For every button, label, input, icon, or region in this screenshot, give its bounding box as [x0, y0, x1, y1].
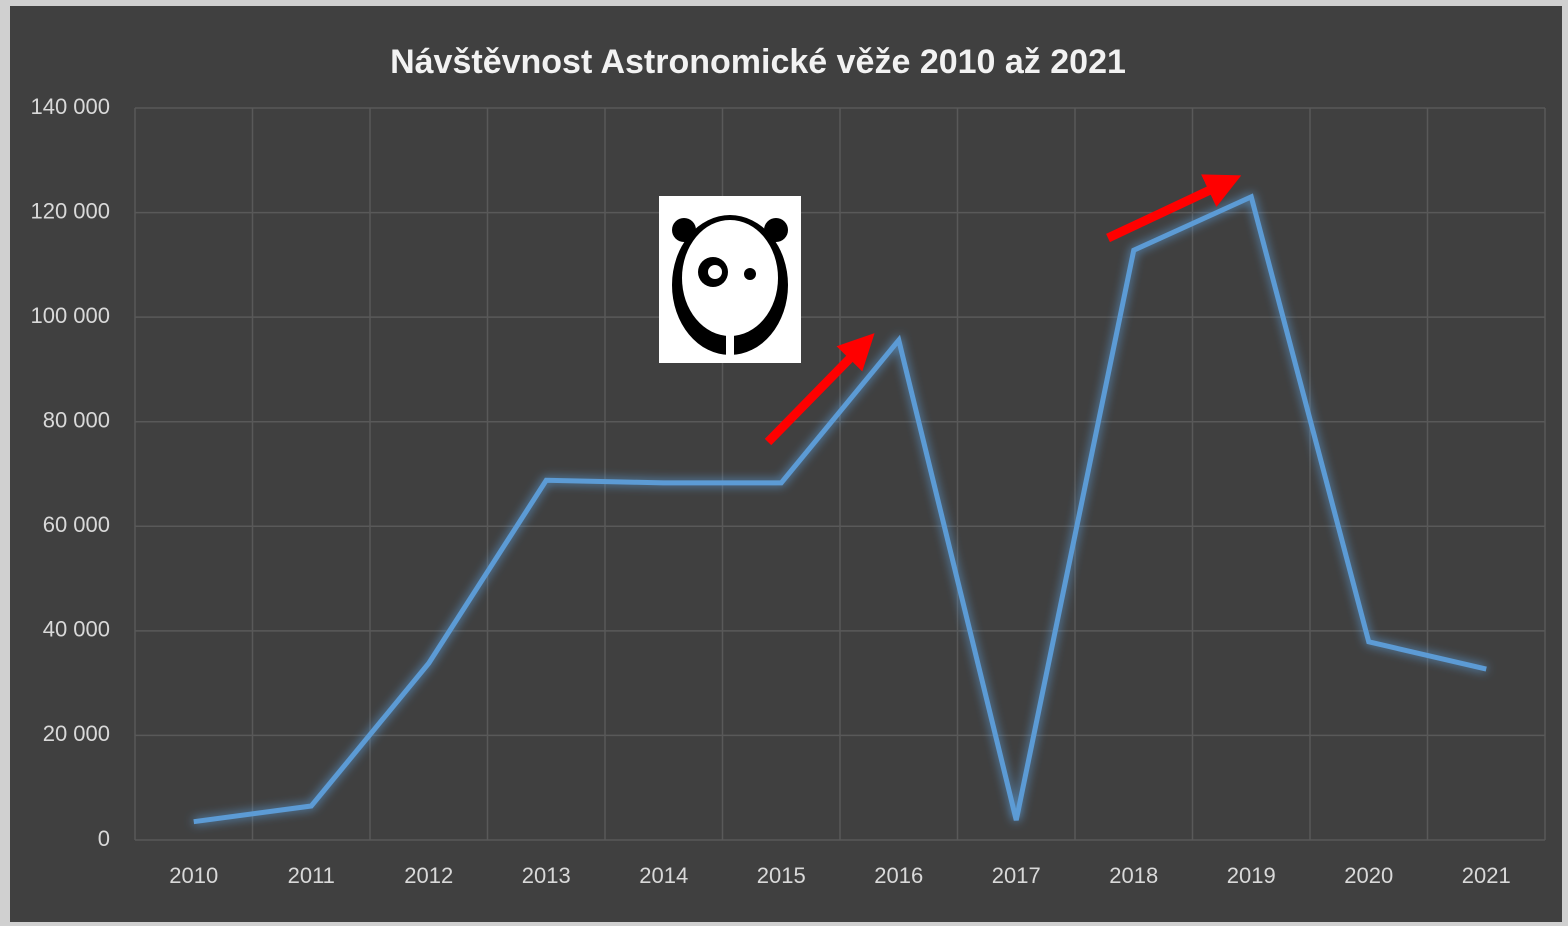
logo: [659, 196, 801, 363]
y-tick-label: 20 000: [43, 721, 110, 746]
series: [193, 193, 1487, 825]
arrow: [1106, 174, 1242, 243]
x-tick-label: 2021: [1462, 863, 1511, 888]
y-tick-label: 60 000: [43, 512, 110, 537]
grid: [134, 107, 1546, 841]
x-tick-label: 2016: [874, 863, 923, 888]
x-tick-label: 2020: [1344, 863, 1393, 888]
annotations: [764, 174, 1242, 446]
x-tick-label: 2014: [639, 863, 688, 888]
y-tick-label: 40 000: [43, 617, 110, 642]
y-tick-label: 80 000: [43, 408, 110, 433]
x-tick-label: 2019: [1227, 863, 1276, 888]
x-tick-label: 2017: [992, 863, 1041, 888]
x-tick-label: 2010: [169, 863, 218, 888]
arrow: [764, 333, 875, 446]
line-series: [193, 193, 1487, 825]
x-tick-label: 2013: [522, 863, 571, 888]
x-tick-label: 2015: [757, 863, 806, 888]
x-tick-label: 2018: [1109, 863, 1158, 888]
y-tick-label: 0: [98, 826, 110, 851]
x-tick-label: 2012: [404, 863, 453, 888]
y-tick-label: 100 000: [30, 303, 110, 328]
chart-area: [10, 6, 1562, 922]
y-tick-label: 120 000: [30, 198, 110, 223]
y-tick-label: 140 000: [30, 94, 110, 119]
x-tick-label: 2011: [288, 863, 335, 888]
chart-title: Návštěvnost Astronomické věže 2010 až 20…: [390, 43, 1126, 81]
